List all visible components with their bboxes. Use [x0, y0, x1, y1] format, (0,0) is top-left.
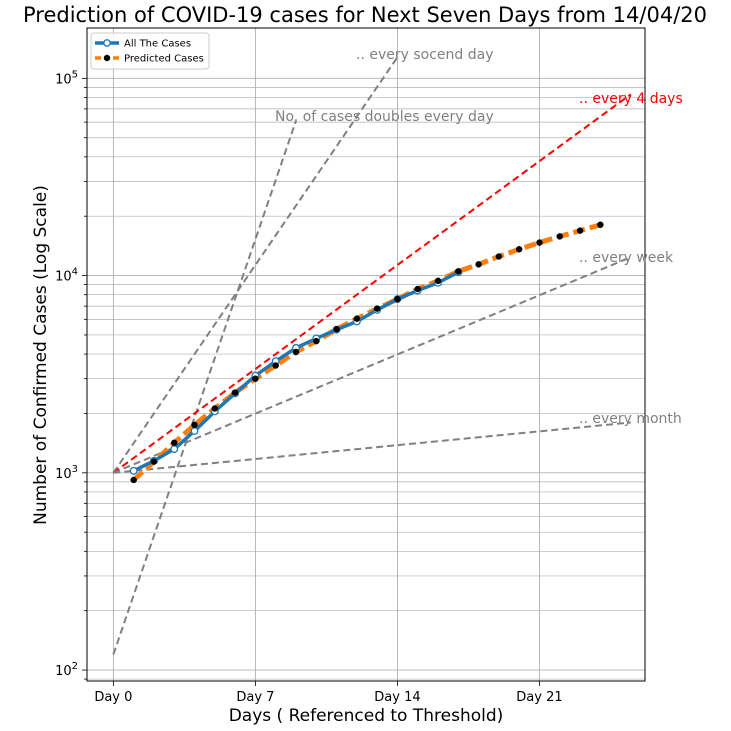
x-tick-label: Day 0: [94, 690, 132, 705]
reference-lines-layer: No. of cases doubles every day .. every s…: [112, 47, 683, 655]
data-point-predicted: [231, 389, 239, 396]
y-tick-label: 105: [55, 69, 78, 87]
legend-marker-all-cases: [103, 39, 111, 47]
legend-label-all-cases: All The Cases: [124, 39, 191, 50]
data-point-predicted: [353, 315, 361, 322]
data-point-predicted: [515, 245, 523, 253]
data-point-predicted: [394, 295, 401, 303]
grid-layer: [87, 28, 645, 681]
data-point-predicted: [313, 337, 320, 345]
data-point-predicted: [150, 458, 158, 465]
data-point-predicted: [495, 253, 503, 260]
reference-line-label: .. every 4 days: [579, 91, 683, 107]
legend-box: [90, 32, 210, 70]
data-point-predicted: [536, 239, 543, 246]
data-point-all-cases: [190, 427, 199, 435]
reference-line: [112, 93, 632, 474]
plot-frame: [86, 27, 646, 682]
reference-line: [112, 56, 399, 474]
reference-line-label: .. every socend day: [356, 47, 493, 63]
data-point-predicted: [252, 375, 259, 382]
x-tick-label: Day 14: [374, 690, 420, 705]
data-point-all-cases: [170, 445, 179, 453]
chart-title: Prediction of COVID-19 cases for Next Se…: [23, 3, 707, 27]
series-line-predicted: [131, 222, 602, 482]
data-point-predicted: [373, 305, 381, 312]
x-tick-label: Day 7: [236, 690, 274, 705]
data-point-predicted: [556, 233, 564, 240]
data-point-predicted: [191, 421, 198, 429]
reference-line: [112, 120, 297, 655]
data-point-predicted: [414, 285, 421, 293]
data-point-predicted: [455, 268, 462, 275]
data-point-predicted: [130, 476, 137, 484]
y-tick-label: 103: [55, 464, 78, 482]
reference-line-label: No. of cases doubles every day: [275, 109, 494, 125]
reference-line-label: .. every week: [579, 250, 674, 266]
y-tick-label: 104: [55, 267, 78, 285]
series-layer: [129, 221, 604, 484]
data-point-predicted: [292, 348, 300, 356]
data-point-predicted: [597, 221, 604, 229]
reference-line-label: .. every month: [579, 411, 682, 427]
legend: All The Cases Predicted Cases: [90, 32, 210, 70]
data-point-predicted: [171, 439, 178, 447]
data-point-predicted: [434, 277, 442, 285]
y-tick-label: 102: [55, 661, 78, 679]
data-point-predicted: [211, 405, 219, 412]
data-point-predicted: [333, 325, 340, 333]
data-point-predicted: [272, 362, 279, 369]
y-axis-title: Number of Confirmed Cases (Log Scale): [31, 185, 51, 525]
data-point-predicted: [576, 227, 584, 234]
legend-marker-predicted: [103, 54, 111, 62]
legend-label-predicted: Predicted Cases: [124, 54, 204, 65]
x-axis-title: Days ( Referenced to Threshold): [229, 706, 504, 726]
x-tick-label: Day 21: [516, 690, 562, 705]
ticks-layer: Day 0 Day 7 Day 14 Day 21 102 103 104 105: [55, 69, 563, 705]
reference-line: [113, 421, 631, 474]
reference-line: [112, 256, 632, 474]
data-point-all-cases: [129, 466, 138, 475]
data-point-predicted: [475, 261, 482, 268]
